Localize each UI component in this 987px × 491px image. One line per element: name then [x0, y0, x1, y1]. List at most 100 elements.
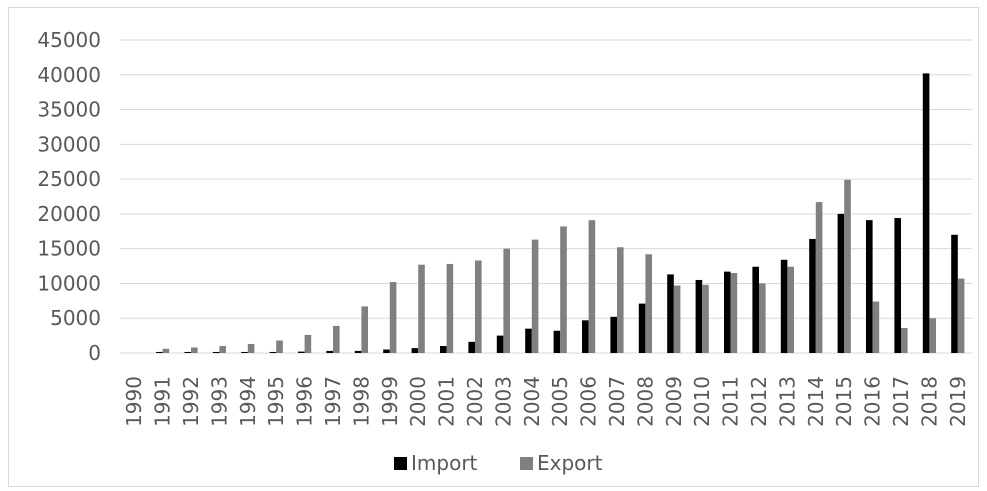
x-tick-label: 1992 — [179, 376, 203, 427]
x-tick-label: 2003 — [491, 376, 515, 427]
bar-export — [162, 348, 170, 353]
bar-export — [418, 264, 425, 353]
bar-export — [304, 334, 312, 353]
bar-import — [156, 351, 163, 353]
bar-export — [475, 260, 482, 353]
x-tick-label: 1996 — [293, 376, 317, 427]
x-tick-label: 2007 — [605, 376, 629, 427]
bar-export — [560, 226, 567, 353]
bar-import — [922, 73, 930, 354]
bar-export — [702, 284, 709, 353]
bar-export — [872, 301, 880, 353]
bar-import — [695, 279, 703, 353]
bar-import — [866, 220, 873, 353]
bar-import — [638, 303, 646, 353]
bar-export — [361, 306, 368, 353]
y-tick-label: 0 — [88, 341, 101, 365]
x-tick-label: 2008 — [633, 376, 657, 427]
x-tick-label: 1991 — [151, 376, 175, 427]
bar-import — [951, 234, 958, 353]
bar-import — [752, 266, 759, 353]
bar-export — [333, 325, 340, 353]
x-tick-label: 2004 — [520, 376, 544, 427]
bar-export — [531, 239, 539, 353]
x-tick-label: 2019 — [946, 376, 970, 427]
bar-export — [957, 278, 965, 353]
bar-export — [191, 347, 198, 353]
x-tick-label: 2015 — [832, 376, 856, 427]
legend-label-import: Import — [411, 451, 478, 475]
x-tick-label: 2010 — [690, 376, 714, 427]
bar-export — [815, 202, 823, 353]
bar-export — [844, 179, 851, 353]
bar-import — [809, 238, 816, 353]
y-tick-label: 35000 — [37, 98, 101, 122]
legend-swatch-export — [520, 457, 533, 470]
legend-swatch-import — [394, 457, 407, 470]
bar-export — [759, 283, 766, 353]
bar-import — [553, 330, 561, 353]
x-tick-label: 2018 — [917, 376, 941, 427]
x-tick-label: 2002 — [463, 376, 487, 427]
x-tick-label: 1999 — [378, 376, 402, 427]
bar-import — [269, 351, 277, 353]
x-tick-label: 2000 — [406, 376, 430, 427]
bar-export — [673, 285, 681, 353]
x-tick-label: 1990 — [122, 376, 146, 427]
x-tick-label: 2012 — [747, 376, 771, 427]
bar-import — [610, 316, 617, 353]
bar-export — [617, 247, 624, 353]
bar-import — [212, 351, 220, 353]
bar-export — [247, 343, 255, 353]
x-tick-label: 2014 — [804, 376, 828, 427]
x-tick-label: 2013 — [775, 376, 799, 427]
gridlines — [120, 39, 972, 354]
legend-label-export: Export — [537, 451, 603, 475]
x-tick-label: 2001 — [435, 376, 459, 427]
bar-import — [184, 351, 191, 353]
bar-import — [241, 351, 248, 353]
y-tick-label: 45000 — [37, 28, 101, 52]
x-tick-label: 2017 — [889, 376, 913, 427]
y-tick-label: 5000 — [50, 306, 101, 330]
bar-import — [440, 346, 447, 353]
bar-import — [582, 320, 589, 353]
x-tick-label: 1997 — [321, 376, 345, 427]
bar-export — [389, 282, 397, 353]
bar-import — [411, 348, 419, 353]
bar-import — [354, 350, 362, 353]
bar-export — [588, 220, 596, 353]
x-tick-label: 1995 — [264, 376, 288, 427]
bar-import — [894, 218, 901, 353]
bar-export — [730, 273, 738, 353]
x-tick-label: 2005 — [548, 376, 572, 427]
bar-export — [901, 327, 908, 353]
x-tick-label: 1993 — [207, 376, 231, 427]
bar-export — [645, 254, 652, 353]
bar-export — [929, 318, 936, 353]
x-tick-label: 2016 — [861, 376, 885, 427]
x-axis: 1990 1991 1992 1993 1994 1995 1996 1997 1998 1999… — [122, 376, 970, 427]
bar-export — [787, 266, 794, 353]
legend: Import Export — [394, 451, 603, 475]
bar-import — [383, 349, 390, 353]
y-tick-label: 40000 — [37, 63, 101, 87]
y-tick-label: 30000 — [37, 132, 101, 156]
x-tick-label: 1998 — [349, 376, 373, 427]
y-tick-label: 15000 — [37, 237, 101, 261]
bar-export — [276, 340, 283, 353]
bar-import — [525, 328, 532, 353]
bar-import — [724, 271, 731, 353]
bar-import — [667, 274, 674, 353]
y-axis: 0 5000 10000 15000 20000 25000 30000 35000 40000… — [37, 28, 101, 365]
x-tick-label: 2011 — [719, 376, 743, 427]
bar-export — [219, 346, 226, 353]
bars — [156, 73, 965, 354]
bar-import — [468, 341, 475, 353]
x-tick-label: 2006 — [577, 376, 601, 427]
y-tick-label: 20000 — [37, 202, 101, 226]
bar-export — [503, 248, 510, 353]
x-tick-label: 2009 — [662, 376, 686, 427]
bar-export — [446, 263, 454, 353]
